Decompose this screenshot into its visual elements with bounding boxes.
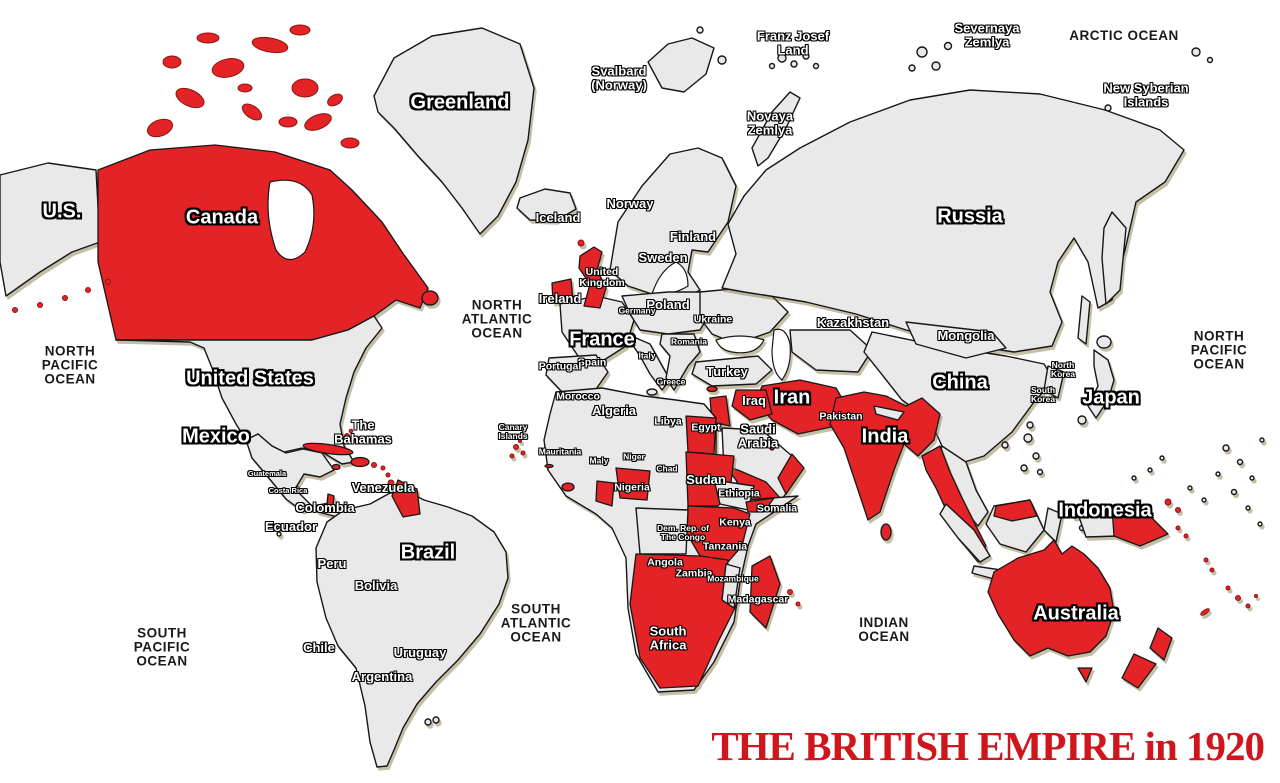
region-kyushu (1077, 415, 1087, 425)
region-newfoundland (421, 290, 439, 306)
region-new-guinea-east (1111, 507, 1169, 547)
region-lesser-antilles (371, 462, 395, 487)
region-central-asia (789, 329, 873, 373)
region-turkey (691, 355, 773, 387)
region-tasmania (1077, 667, 1093, 683)
region-south-america-mainland (315, 491, 509, 768)
region-italy (631, 337, 671, 391)
region-kuwait (760, 424, 768, 432)
region-bahamas-islands (344, 428, 359, 444)
region-qatar (769, 445, 775, 451)
region-asia (691, 89, 1185, 527)
region-cuba (302, 442, 354, 456)
region-gambia (544, 463, 554, 469)
region-canada (97, 144, 429, 341)
region-central-europe (621, 291, 713, 335)
region-hokkaido (1096, 335, 1112, 349)
region-aleutian-islands (12, 279, 111, 313)
region-middle-east (706, 379, 845, 507)
hudson-bay (267, 179, 315, 261)
region-ceylon (880, 523, 892, 541)
region-falkland-1 (424, 718, 432, 726)
region-hispaniola (350, 456, 370, 468)
region-gold-coast (595, 480, 615, 507)
region-korea (1043, 365, 1065, 399)
region-galapagos (276, 531, 282, 537)
region-wrangel (1191, 47, 1214, 64)
region-united-kingdom (578, 246, 607, 309)
region-alaska (0, 162, 101, 297)
region-new-zealand-north (1149, 627, 1173, 661)
region-france (559, 295, 635, 361)
region-greenland (373, 27, 535, 235)
region-canary-islands (509, 439, 526, 459)
region-kamchatka (1101, 211, 1127, 305)
region-philippines (1001, 421, 1044, 476)
region-iraq (731, 389, 773, 421)
region-caribbean (302, 428, 395, 487)
region-jamaica (331, 463, 341, 471)
region-japan (1087, 349, 1115, 419)
region-nepal (873, 405, 905, 421)
region-ireland (551, 278, 574, 304)
region-sulawesi (1043, 507, 1063, 543)
region-mozambique (721, 563, 741, 609)
region-bismarck (1164, 498, 1189, 539)
region-severnaya-zemlya (908, 41, 953, 72)
region-north-borneo (993, 499, 1038, 522)
region-novaya-zemlya (751, 91, 801, 167)
region-franz-josef-land (768, 52, 820, 70)
region-sicily (646, 388, 658, 396)
region-oceania (987, 437, 1265, 689)
region-nigeria (615, 467, 651, 501)
region-mongolia (905, 321, 1007, 359)
region-united-states (115, 315, 383, 465)
region-china (863, 331, 1055, 465)
map-title: THE BRITISH EMPIRE in 1920 (711, 723, 1265, 769)
region-british-somaliland (745, 497, 775, 513)
region-congo (635, 507, 689, 555)
region-oman (777, 453, 805, 495)
region-fiji-islands (1200, 557, 1258, 616)
region-indonesia-group (939, 498, 1189, 585)
region-north-america (0, 144, 439, 531)
region-egypt (685, 415, 717, 455)
region-east-africa (685, 505, 751, 563)
region-sumatra (939, 503, 991, 563)
caspian-sea (771, 328, 791, 381)
region-mexico (245, 433, 335, 512)
region-greenland-group (373, 27, 600, 259)
region-cyprus (706, 385, 718, 393)
black-sea (715, 335, 765, 354)
region-svalbard (647, 37, 715, 93)
region-faroe (577, 239, 585, 247)
region-india (829, 391, 941, 521)
region-australia (987, 539, 1115, 657)
region-british-honduras (326, 493, 335, 507)
region-falkland-2 (432, 716, 440, 724)
region-iceland (516, 188, 577, 222)
region-canadian-arctic-islands (146, 24, 360, 149)
region-new-zealand-south (1121, 653, 1157, 689)
region-southern-africa (629, 553, 739, 689)
region-south-america (276, 479, 509, 768)
region-europe (545, 147, 789, 396)
region-madagascar (749, 555, 781, 629)
region-british-guiana (391, 479, 421, 518)
region-indian-ocean-islands (787, 589, 801, 607)
region-africa (509, 387, 801, 693)
region-sakhalin (1077, 295, 1091, 345)
region-pacific-islands (1131, 437, 1265, 527)
region-balkans (659, 333, 701, 391)
region-sierra-leone (561, 482, 575, 492)
